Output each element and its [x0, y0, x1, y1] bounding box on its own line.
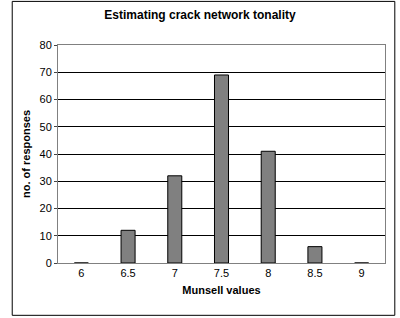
- svg-text:40: 40: [40, 148, 52, 160]
- svg-text:Munsell values: Munsell values: [182, 284, 260, 296]
- svg-text:6.5: 6.5: [120, 267, 135, 279]
- svg-text:7.5: 7.5: [214, 267, 229, 279]
- svg-text:20: 20: [40, 202, 52, 214]
- svg-text:50: 50: [40, 121, 52, 133]
- svg-text:60: 60: [40, 93, 52, 105]
- svg-text:6: 6: [78, 267, 84, 279]
- svg-text:Estimating crack network tonal: Estimating crack network tonality: [104, 8, 296, 22]
- svg-text:80: 80: [40, 39, 52, 51]
- svg-text:70: 70: [40, 66, 52, 78]
- svg-text:10: 10: [40, 230, 52, 242]
- svg-text:0: 0: [46, 257, 52, 269]
- svg-text:no. of responses: no. of responses: [20, 110, 32, 198]
- svg-text:8: 8: [265, 267, 271, 279]
- svg-text:8.5: 8.5: [307, 267, 322, 279]
- svg-text:7: 7: [172, 267, 178, 279]
- svg-text:30: 30: [40, 175, 52, 187]
- svg-text:9: 9: [359, 267, 365, 279]
